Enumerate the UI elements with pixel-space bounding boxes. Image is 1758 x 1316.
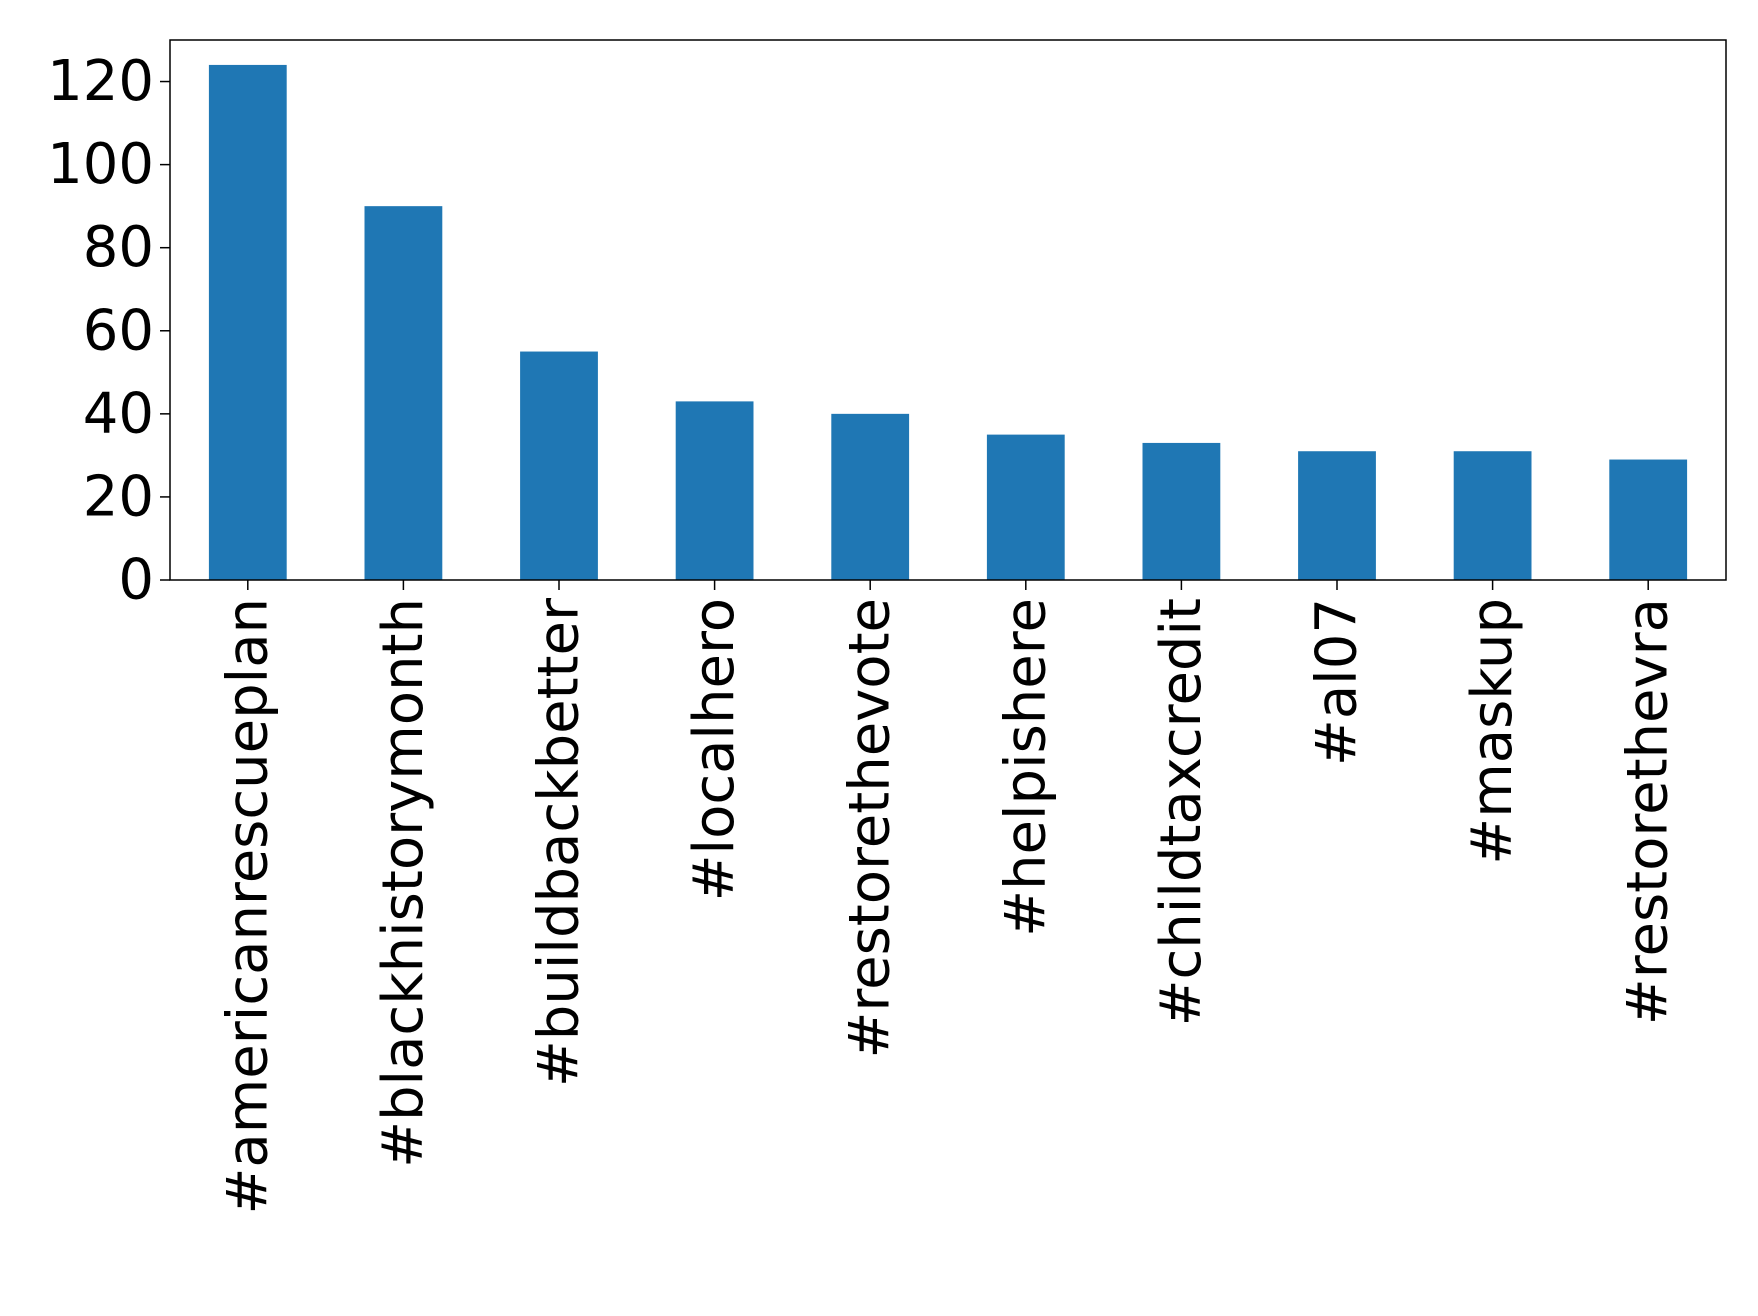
x-category-label: #restorethevra [1616, 598, 1681, 1025]
y-tick-label: 60 [83, 298, 154, 363]
bar-americanrescueplan [208, 64, 287, 580]
bar-restorethevra [1609, 459, 1688, 580]
x-axis: #americanrescueplan #blackhistorymonth #bu… [215, 580, 1681, 1215]
x-category-label: #restorethevote [838, 598, 903, 1059]
y-tick-label: 20 [83, 464, 154, 529]
bars-layer [208, 64, 1688, 580]
x-category-label: #maskup [1460, 598, 1525, 865]
x-category-label: #helpishere [993, 598, 1058, 937]
bar-blackhistorymonth [364, 206, 443, 580]
y-tick-label: 120 [47, 49, 154, 114]
bar-localhero [675, 401, 754, 580]
y-tick-label: 100 [47, 132, 154, 197]
x-category-label: #childtaxcredit [1149, 598, 1214, 1026]
bar-restorethevote [831, 413, 910, 580]
plot-area-frame [169, 39, 1727, 581]
x-category-label: #buildbackbetter [527, 597, 592, 1087]
x-category-label: #al07 [1305, 598, 1370, 766]
bar-al07 [1298, 451, 1376, 580]
y-tick-label: 40 [83, 381, 154, 446]
bar-maskup [1453, 451, 1532, 580]
x-category-label: #blackhistorymonth [371, 598, 436, 1168]
y-tick-label: 0 [118, 548, 154, 613]
y-axis: 0 20 40 60 80 100 120 [47, 49, 170, 613]
x-category-label: #americanrescueplan [215, 598, 280, 1215]
bar-helpishere [986, 434, 1065, 580]
y-tick-label: 80 [83, 215, 154, 280]
x-category-label: #localhero [682, 598, 747, 901]
bar-childtaxcredit [1142, 442, 1221, 580]
bar-buildbackbetter [520, 351, 598, 580]
